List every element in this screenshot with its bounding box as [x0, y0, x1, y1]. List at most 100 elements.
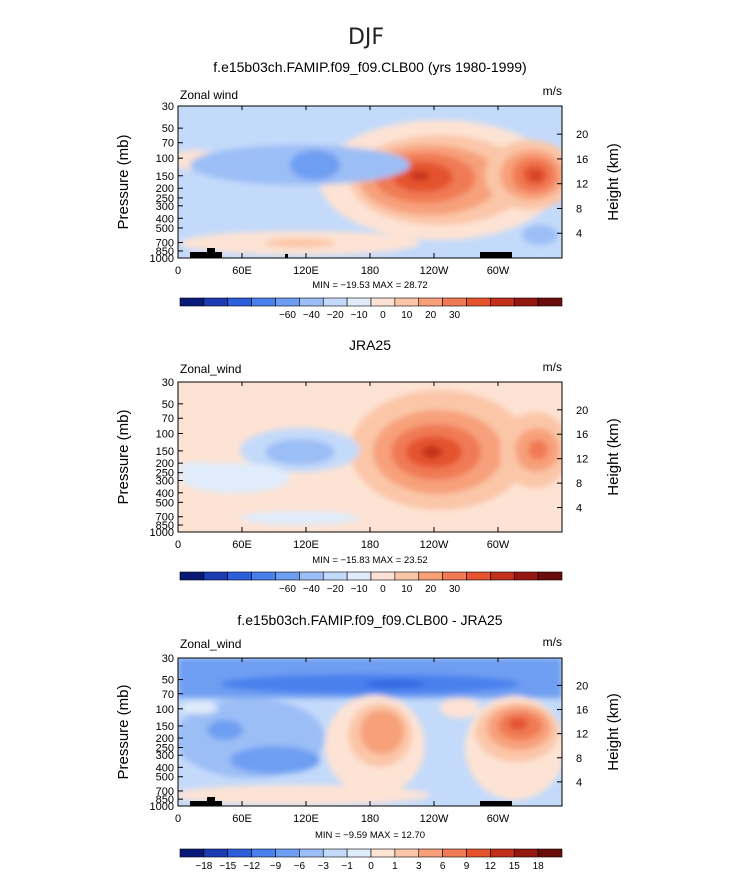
- height-tick-label: 4: [576, 228, 582, 240]
- variable-label: Zonal wind: [180, 88, 238, 102]
- pressure-tick-label: 850: [156, 794, 174, 806]
- colorbar-swatch: [251, 571, 276, 581]
- colorbar-swatch: [537, 848, 563, 858]
- colorbar-swatch: [203, 571, 229, 581]
- colorbar-swatch: [322, 848, 348, 858]
- pressure-tick-label: 700: [156, 512, 174, 524]
- colorbar-label: 0: [380, 310, 386, 321]
- colorbar-label: −60: [279, 584, 296, 595]
- panel-1: JRA25 3050701001502002503004005007008501…: [115, 337, 622, 595]
- colorbar-swatch: [203, 297, 229, 307]
- contour-blob: [240, 511, 360, 525]
- right-height-ticks: 20 16 12 8 4: [557, 129, 588, 240]
- colorbar: −60 −40 −20 −10 0 10 20 30: [179, 571, 563, 595]
- right-axis-label: Height (km): [605, 693, 622, 771]
- pressure-tick-label: 150: [156, 721, 174, 733]
- longitude-tick-label: 60E: [232, 265, 252, 277]
- colorbar-label: 6: [440, 861, 446, 872]
- contour-blob: [422, 446, 442, 458]
- contour-fill: [178, 120, 562, 255]
- colorbar-label: −9: [270, 861, 282, 872]
- contour-blob: [207, 720, 243, 740]
- colorbar-swatch: [346, 571, 372, 581]
- terrain-mask: [190, 252, 222, 258]
- colorbar-swatch: [370, 848, 396, 858]
- colorbar-swatch: [299, 571, 324, 581]
- pressure-tick-label: 250: [156, 468, 174, 480]
- colorbar-label: −40: [303, 584, 320, 595]
- colorbar-swatch: [442, 848, 467, 858]
- colorbar-swatch: [418, 571, 443, 581]
- panel-0: f.e15b03ch.FAMIP.f09_f09.CLB00 (yrs 1980…: [115, 59, 622, 321]
- colorbar-label: −3: [318, 861, 330, 872]
- colorbar-swatch: [275, 571, 300, 581]
- pressure-tick-label: 70: [162, 413, 174, 425]
- colorbar-label: 3: [416, 861, 422, 872]
- pressure-tick-label: 250: [156, 742, 174, 754]
- right-axis-label: Height (km): [605, 143, 622, 221]
- colorbar-label: −60: [279, 310, 296, 321]
- height-tick-label: 16: [576, 154, 588, 166]
- colorbar-swatch: [203, 848, 229, 858]
- pressure-tick-label: 100: [156, 153, 174, 165]
- contour-blob: [230, 746, 320, 774]
- longitude-tick-label: 180: [361, 539, 379, 551]
- colorbar-label: 30: [449, 584, 461, 595]
- panel-title: f.e15b03ch.FAMIP.f09_f09.CLB00 (yrs 1980…: [213, 59, 526, 75]
- colorbar-label: −20: [327, 584, 344, 595]
- contour-blob: [265, 439, 335, 465]
- height-tick-label: 12: [576, 729, 588, 741]
- colorbar-label: 18: [533, 861, 545, 872]
- colorbar-swatch: [179, 297, 205, 307]
- pressure-tick-label: 70: [162, 689, 174, 701]
- units-label: m/s: [543, 360, 562, 374]
- colorbar-label: −10: [351, 584, 368, 595]
- contour-blob: [508, 718, 528, 730]
- panel-title: JRA25: [349, 337, 391, 353]
- pressure-tick-label: 200: [156, 458, 174, 470]
- colorbar-swatch: [251, 297, 276, 307]
- colorbar-swatch: [227, 848, 252, 858]
- minmax-label: MIN = −19.53 MAX = 28.72: [312, 280, 427, 291]
- longitude-tick-label: 60E: [232, 813, 252, 825]
- colorbar-swatch: [370, 571, 396, 581]
- longitude-tick-label: 120W: [420, 539, 449, 551]
- colorbar-swatch: [537, 297, 563, 307]
- pressure-tick-label: 500: [156, 497, 174, 509]
- colorbar-label: −18: [195, 861, 212, 872]
- colorbar-label: 9: [464, 861, 470, 872]
- pressure-tick-label: 100: [156, 429, 174, 441]
- colorbar-label: −15: [219, 861, 236, 872]
- colorbar-label: 30: [449, 310, 461, 321]
- height-tick-label: 16: [576, 705, 588, 717]
- contour-blob: [528, 440, 548, 460]
- contour-blob: [178, 462, 225, 478]
- contour-blob: [440, 698, 480, 718]
- longitude-tick-label: 0: [175, 265, 181, 277]
- pressure-tick-label: 300: [156, 475, 174, 487]
- colorbar: −60 −40 −20 −10 0 10 20 30: [179, 297, 563, 321]
- height-tick-label: 12: [576, 454, 588, 466]
- terrain-mask: [285, 254, 288, 258]
- terrain-mask: [207, 797, 215, 806]
- height-tick-label: 12: [576, 179, 588, 191]
- pressure-tick-label: 500: [156, 223, 174, 235]
- height-tick-label: 20: [576, 680, 588, 692]
- height-tick-label: 8: [576, 203, 582, 215]
- right-axis-label: Height (km): [605, 418, 622, 496]
- longitude-tick-label: 180: [361, 813, 379, 825]
- pressure-tick-label: 50: [162, 399, 174, 411]
- figure-suptitle: DJF: [348, 25, 384, 50]
- height-tick-label: 20: [576, 129, 588, 141]
- contour-blob: [532, 173, 540, 179]
- pressure-tick-label: 1000: [150, 253, 174, 265]
- left-axis-label: Pressure (mb): [115, 134, 132, 229]
- colorbar-swatch: [322, 571, 348, 581]
- colorbar-label: −12: [243, 861, 260, 872]
- colorbar-swatch: [275, 848, 300, 858]
- colorbar-swatch: [346, 297, 372, 307]
- variable-label: Zonal_wind: [180, 362, 241, 376]
- colorbar-swatch: [322, 297, 348, 307]
